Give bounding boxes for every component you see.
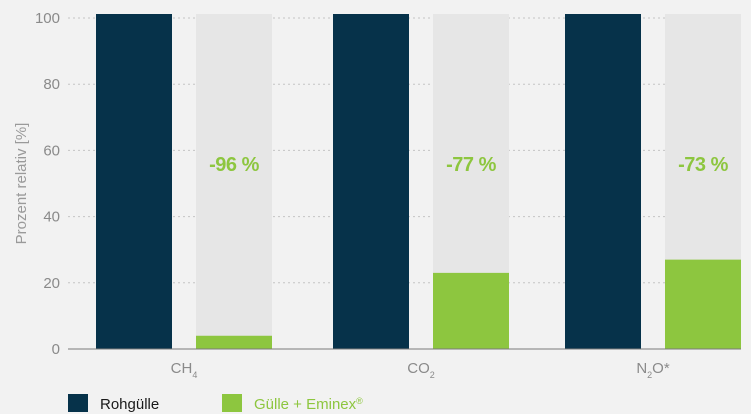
legend-swatch <box>68 394 88 412</box>
y-tick-label: 100 <box>35 10 60 27</box>
bar-background <box>196 14 272 349</box>
y-tick-label: 80 <box>43 76 60 93</box>
y-tick-label: 60 <box>43 142 60 159</box>
x-tick-label: CH4 <box>171 360 198 380</box>
legend-label: Gülle + Eminex® <box>254 396 363 413</box>
reduction-label: -77 % <box>446 154 496 176</box>
bar-eminex <box>433 272 509 349</box>
bar-eminex <box>665 259 741 349</box>
legend-swatch <box>222 394 242 412</box>
y-tick-label: 20 <box>43 275 60 292</box>
bar-rohguelle <box>333 14 409 349</box>
legend-label: Rohgülle <box>100 396 159 413</box>
bar-rohguelle <box>96 14 172 349</box>
bar-eminex <box>196 335 272 349</box>
bar-rohguelle <box>565 14 641 349</box>
x-tick-label: CO2 <box>407 360 435 380</box>
reduction-label: -96 % <box>209 154 259 176</box>
reduction-label: -73 % <box>678 154 728 176</box>
y-tick-label: 0 <box>52 341 60 358</box>
y-axis-label: Prozent relativ [%] <box>13 123 30 245</box>
x-tick-label: N2O* <box>636 360 670 380</box>
y-tick-label: 40 <box>43 209 60 226</box>
